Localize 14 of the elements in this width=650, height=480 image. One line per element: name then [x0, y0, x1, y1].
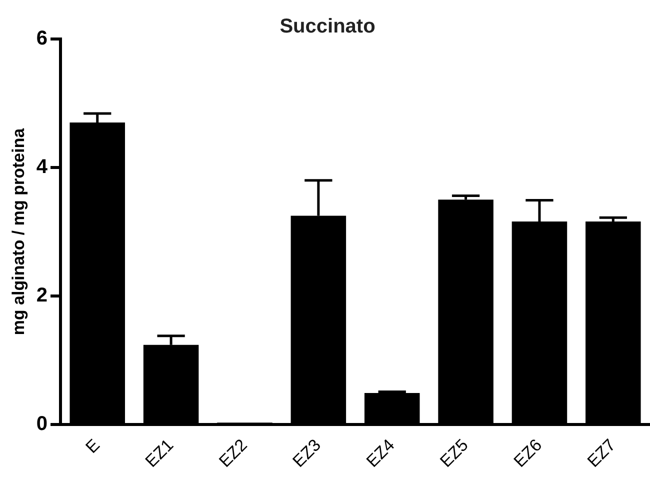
x-tick-label: EZ3 [289, 435, 325, 471]
x-tick-label: EZ4 [362, 435, 398, 471]
y-tick-label: 6 [36, 28, 48, 50]
x-tick-label: EZ1 [142, 435, 178, 471]
chart-title: Succinato [280, 16, 376, 38]
y-tick-label: 0 [36, 413, 48, 436]
y-axis-title: mg alginato / mg proteina [8, 128, 28, 336]
y-tick-label: 4 [36, 156, 48, 178]
x-tick-label: E [82, 435, 104, 457]
x-tick-label: EZ2 [215, 435, 251, 471]
x-tick-label: EZ5 [436, 435, 472, 471]
x-tick-label: EZ7 [584, 435, 620, 471]
y-tick-label: 2 [36, 284, 48, 307]
x-tick-label: EZ6 [510, 435, 546, 471]
